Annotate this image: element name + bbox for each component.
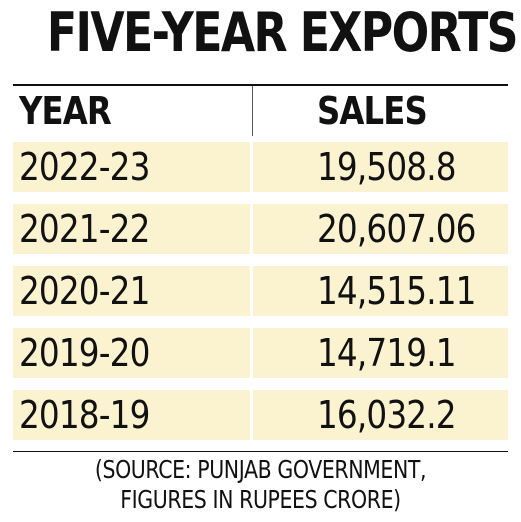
year-cell: 2021-22 bbox=[13, 204, 250, 254]
sales-value: 20,607.06 bbox=[317, 207, 476, 251]
sales-value: 19,508.8 bbox=[317, 145, 457, 189]
sales-value: 14,515.11 bbox=[317, 269, 476, 313]
column-divider bbox=[252, 86, 253, 136]
table-row: 2019-20 14,719.1 bbox=[13, 328, 508, 378]
column-header-sales: SALES bbox=[317, 89, 428, 133]
table-row: 2020-21 14,515.11 bbox=[13, 266, 508, 316]
year-cell: 2022-23 bbox=[13, 142, 250, 192]
sales-cell: 20,607.06 bbox=[253, 204, 508, 254]
year-cell: 2019-20 bbox=[13, 328, 250, 378]
sales-cell: 14,719.1 bbox=[253, 328, 508, 378]
year-value: 2022-23 bbox=[19, 145, 150, 189]
year-value: 2018-19 bbox=[19, 393, 150, 437]
sales-cell: 14,515.11 bbox=[253, 266, 508, 316]
year-cell: 2018-19 bbox=[13, 390, 250, 440]
table-header: YEAR SALES bbox=[13, 84, 508, 136]
chart-title: FIVE-YEAR EXPORTS bbox=[46, 1, 519, 64]
sales-cell: 19,508.8 bbox=[253, 142, 508, 192]
source-note-line-2: FIGURES IN RUPEES CRORE) bbox=[120, 485, 401, 514]
year-cell: 2020-21 bbox=[13, 266, 250, 316]
table-row: 2022-23 19,508.8 bbox=[13, 142, 508, 192]
column-header-year: YEAR bbox=[19, 89, 112, 133]
sales-value: 14,719.1 bbox=[317, 331, 457, 375]
table-bottom-rule bbox=[13, 451, 508, 452]
year-value: 2020-21 bbox=[19, 269, 150, 313]
table-row: 2021-22 20,607.06 bbox=[13, 204, 508, 254]
sales-value: 16,032.2 bbox=[317, 393, 457, 437]
table-row: 2018-19 16,032.2 bbox=[13, 390, 508, 440]
source-note-line-1: (SOURCE: PUNJAB GOVERNMENT, bbox=[94, 455, 427, 484]
year-value: 2019-20 bbox=[19, 331, 150, 375]
sales-cell: 16,032.2 bbox=[253, 390, 508, 440]
year-value: 2021-22 bbox=[19, 207, 150, 251]
